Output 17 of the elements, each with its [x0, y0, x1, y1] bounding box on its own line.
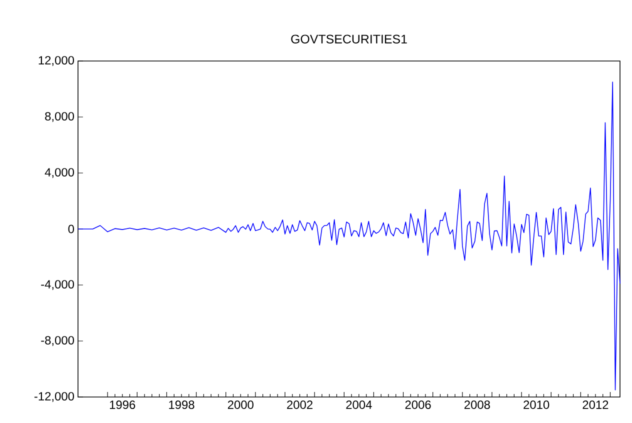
x-tick-label: 2006 [405, 400, 431, 409]
chart-title: GOVTSECURITIES1 [291, 34, 407, 44]
x-tick-label: 1998 [169, 400, 194, 409]
y-tick-label: -4,000 [41, 280, 74, 290]
y-tick-label: -8,000 [41, 336, 74, 346]
x-tick-label: 2000 [228, 400, 254, 409]
x-tick-label: 2010 [524, 400, 550, 409]
x-tick-label: 2002 [287, 400, 312, 409]
x-tick-label: 2004 [346, 400, 372, 409]
x-tick-label: 1996 [110, 400, 136, 409]
y-tick-label: 0 [68, 224, 74, 234]
y-tick-label: -12,000 [34, 392, 74, 402]
x-tick-label: 2008 [464, 400, 490, 409]
y-tick-label: 12,000 [38, 56, 74, 66]
y-tick-label: 4,000 [44, 168, 74, 178]
x-tick-label: 2012 [582, 400, 608, 409]
y-tick-label: 8,000 [45, 112, 74, 122]
